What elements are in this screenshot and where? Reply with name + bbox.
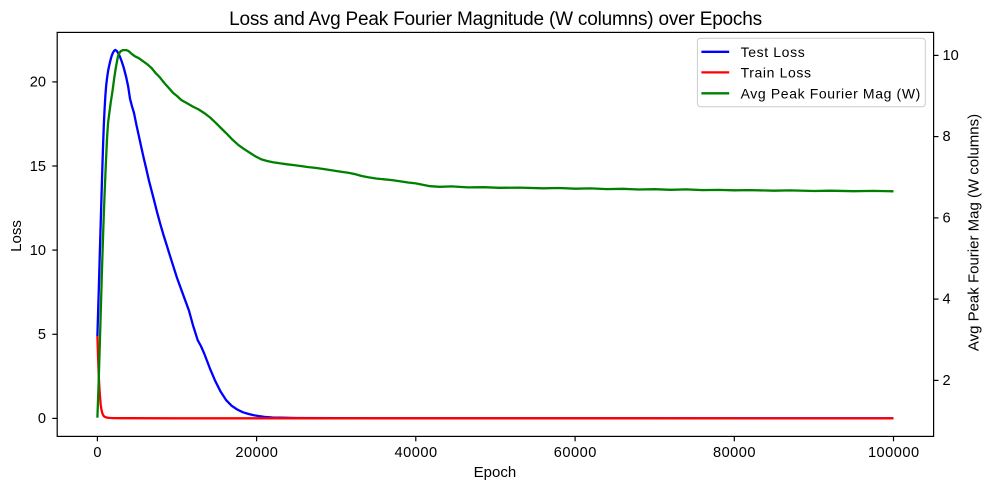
- svg-text:20000: 20000: [235, 445, 278, 461]
- svg-text:10: 10: [30, 243, 46, 259]
- svg-text:10: 10: [943, 48, 959, 64]
- svg-text:100000: 100000: [868, 445, 920, 461]
- svg-text:0: 0: [93, 445, 102, 461]
- svg-text:Epoch: Epoch: [474, 464, 517, 481]
- svg-text:2: 2: [943, 373, 951, 389]
- svg-text:6: 6: [943, 210, 951, 226]
- svg-text:80000: 80000: [713, 445, 756, 461]
- svg-text:8: 8: [943, 129, 951, 145]
- svg-text:Loss: Loss: [8, 220, 25, 252]
- svg-text:Avg Peak Fourier Mag (W): Avg Peak Fourier Mag (W): [741, 85, 921, 101]
- svg-text:20: 20: [30, 75, 46, 91]
- svg-text:Avg Peak Fourier Mag (W column: Avg Peak Fourier Mag (W columns): [965, 114, 982, 351]
- svg-text:Loss and Avg Peak Fourier Magn: Loss and Avg Peak Fourier Magnitude (W c…: [229, 9, 762, 30]
- svg-text:4: 4: [943, 292, 951, 308]
- svg-text:5: 5: [38, 327, 46, 343]
- svg-text:60000: 60000: [554, 445, 597, 461]
- svg-text:15: 15: [30, 159, 46, 175]
- svg-text:40000: 40000: [395, 445, 438, 461]
- svg-text:0: 0: [38, 411, 46, 427]
- svg-text:Test Loss: Test Loss: [741, 44, 806, 60]
- svg-text:Train Loss: Train Loss: [741, 64, 812, 80]
